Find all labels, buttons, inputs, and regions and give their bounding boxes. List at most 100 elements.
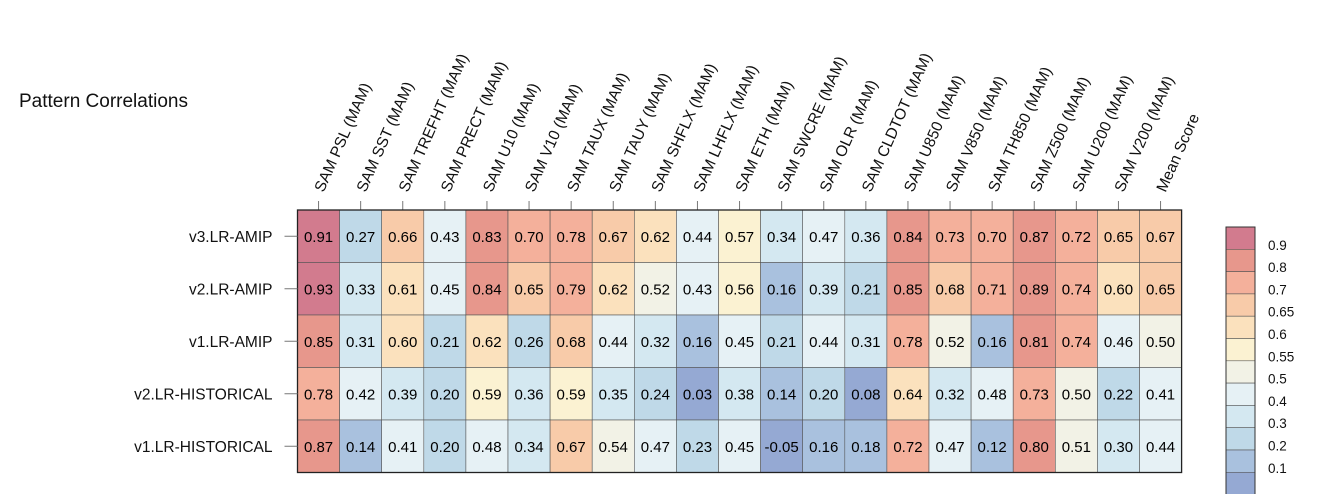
colorbar-swatch — [1225, 471, 1256, 494]
cell-value: 0.21 — [767, 334, 796, 351]
heatmap-cell — [1097, 367, 1140, 421]
colorbar-tick-label: 0.6 — [1268, 327, 1287, 342]
heatmap-cell — [886, 262, 930, 316]
cell-value: -0.05 — [765, 439, 799, 456]
heatmap-grid: 0.91 0.27 0.66 0.43 0.83 0.70 0.78 0.67 0.62 0.44… — [296, 209, 1183, 474]
heatmap-cell — [970, 314, 1014, 368]
cell-value: 0.20 — [809, 386, 838, 403]
cell-value: 0.91 — [304, 229, 333, 246]
cell-value: 0.20 — [430, 439, 459, 456]
heatmap-cell — [802, 314, 846, 368]
cell-value: 0.74 — [1062, 334, 1091, 351]
column-labels: SAM PSL (MAM)SAM SST (MAM)SAM TREFHT (MA… — [312, 51, 1203, 210]
heatmap-cell — [507, 367, 551, 421]
heatmap-cell — [633, 262, 677, 316]
heatmap-cell — [591, 314, 635, 368]
colorbar-tick-label: 0.2 — [1268, 439, 1287, 454]
heatmap-cell — [339, 209, 383, 263]
cell-value: 0.67 — [557, 439, 586, 456]
cell-value: 0.43 — [430, 229, 459, 246]
colorbar-swatch — [1225, 427, 1256, 451]
cell-value: 0.44 — [599, 334, 628, 351]
heatmap-cell — [718, 209, 761, 263]
row-label: v3.LR-AMIP — [189, 229, 273, 246]
colorbar-swatch — [1225, 449, 1256, 473]
heatmap-cell — [591, 262, 635, 316]
heatmap-cell — [633, 314, 677, 368]
colorbar-swatch — [1225, 338, 1256, 362]
cell-value: 0.60 — [1104, 281, 1133, 298]
heatmap-cell — [423, 262, 467, 316]
heatmap-cell — [381, 262, 425, 316]
cell-value: 0.50 — [1062, 386, 1091, 403]
cell-value: 0.60 — [388, 334, 417, 351]
cell-value: 0.38 — [725, 386, 754, 403]
cell-value: 0.23 — [683, 439, 712, 456]
cell-value: 0.61 — [388, 281, 417, 298]
cell-value: 0.41 — [1146, 386, 1175, 403]
cell-value: 0.72 — [893, 439, 922, 456]
colorbar-tick-label: 0.5 — [1268, 372, 1287, 387]
heatmap-cell — [339, 262, 383, 316]
heatmap-cell — [1139, 262, 1182, 316]
heatmap-cell — [1139, 314, 1182, 368]
heatmap-cell — [970, 419, 1014, 473]
cell-value: 0.73 — [935, 229, 964, 246]
heatmap-cell — [507, 209, 551, 263]
cell-value: 0.87 — [304, 439, 333, 456]
heatmap-cell — [465, 262, 509, 316]
cell-value: 0.70 — [514, 229, 543, 246]
row-label: v1.LR-AMIP — [189, 334, 273, 351]
colorbar-tick-label: 0.55 — [1268, 349, 1294, 364]
cell-value: 0.32 — [935, 386, 964, 403]
cell-value: 0.57 — [725, 229, 754, 246]
cell-value: 0.66 — [388, 229, 417, 246]
heatmap-cell — [297, 419, 340, 473]
colorbar-swatch — [1225, 360, 1256, 384]
colorbar-tick-label: 0.1 — [1268, 461, 1287, 476]
heatmap-cell — [465, 419, 509, 473]
cell-value: 0.24 — [641, 386, 670, 403]
cell-value: 0.39 — [809, 281, 838, 298]
cell-value: 0.45 — [725, 334, 754, 351]
cell-value: 0.36 — [514, 386, 543, 403]
heatmap-cell — [676, 262, 719, 316]
heatmap-cell — [633, 367, 677, 421]
heatmap-cell — [718, 419, 761, 473]
heatmap-cell — [423, 314, 467, 368]
heatmap-cell — [802, 262, 846, 316]
cell-value: 0.89 — [1020, 281, 1049, 298]
heatmap-cell — [1055, 262, 1098, 316]
colorbar-tick-label: 0.7 — [1268, 282, 1287, 297]
row-labels: v3.LR-AMIP v2.LR-AMIP v1.LR-AMIP v2.LR-HIST… — [134, 229, 298, 456]
heatmap-cell — [1055, 419, 1098, 473]
cell-value: 0.65 — [514, 281, 543, 298]
cell-value: 0.78 — [893, 334, 922, 351]
cell-value: 0.48 — [978, 386, 1007, 403]
cell-value: 0.50 — [1146, 334, 1175, 351]
cell-value: 0.48 — [472, 439, 501, 456]
cell-value: 0.42 — [346, 386, 375, 403]
cell-value: 0.03 — [683, 386, 712, 403]
heatmap-cell — [465, 209, 509, 263]
cell-value: 0.44 — [683, 229, 712, 246]
cell-value: 0.41 — [388, 439, 417, 456]
cell-value: 0.52 — [641, 281, 670, 298]
cell-value: 0.87 — [1020, 229, 1049, 246]
cell-value: 0.72 — [1062, 229, 1091, 246]
heatmap-cell — [886, 367, 930, 421]
cell-value: 0.85 — [893, 281, 922, 298]
cell-value: 0.78 — [304, 386, 333, 403]
cell-value: 0.68 — [557, 334, 586, 351]
heatmap-cell — [676, 419, 719, 473]
cell-value: 0.08 — [851, 386, 880, 403]
cell-value: 0.84 — [472, 281, 501, 298]
cell-value: 0.59 — [557, 386, 586, 403]
cell-value: 0.31 — [851, 334, 880, 351]
colorbar-swatch — [1225, 249, 1256, 272]
cell-value: 0.36 — [851, 229, 880, 246]
cell-value: 0.62 — [599, 281, 628, 298]
cell-value: 0.51 — [1062, 439, 1091, 456]
cell-value: 0.20 — [430, 386, 459, 403]
